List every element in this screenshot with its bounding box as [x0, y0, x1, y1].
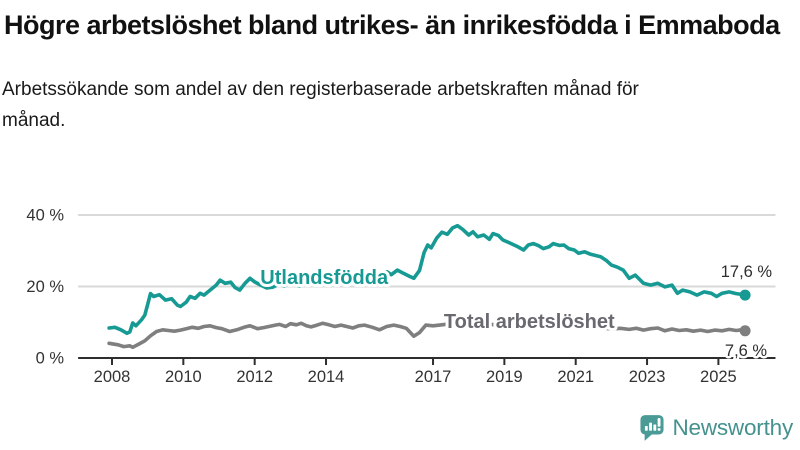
exclamation-dot — [658, 428, 661, 431]
x-tick-label: 2010 — [165, 368, 202, 386]
x-tick-label: 2008 — [94, 368, 131, 386]
bar-chart-glyph — [645, 418, 661, 431]
series-label-total-arbetsloshet: Total arbetslöshet — [444, 311, 615, 333]
exclamation-stem — [658, 418, 661, 427]
x-tick-label: 2019 — [486, 368, 523, 386]
y-tick-label: 0 % — [36, 350, 65, 368]
x-tick-label: 2012 — [236, 368, 273, 386]
newsworthy-logo[interactable]: Newsworthy — [640, 414, 793, 442]
page-subtitle: Arbetssökande som andel av den registerb… — [2, 79, 639, 131]
x-tick-label: 2021 — [557, 368, 594, 386]
series-line-total-arbetsloshet — [107, 320, 747, 350]
newsworthy-icon — [640, 415, 665, 441]
x-tick-label: 2014 — [308, 368, 345, 386]
end-value-label-total-arbetsloshet: 7,6 % — [725, 342, 768, 360]
y-tick-label: 20 % — [26, 278, 64, 296]
series-label-utlandsfodda: Utlandsfödda — [260, 267, 389, 289]
series-line-utlandsfodda — [107, 223, 747, 336]
x-tick-label: 2017 — [415, 368, 452, 386]
end-value-label-utlandsfodda: 17,6 % — [721, 263, 773, 281]
series-end-dot-total-arbetsloshet — [739, 325, 751, 337]
x-tick-label: 2023 — [629, 368, 666, 386]
y-tick-label: 40 % — [26, 207, 64, 225]
page-title: Högre arbetslöshet bland utrikes- än inr… — [4, 10, 780, 40]
series-end-dot-utlandsfodda — [739, 289, 751, 301]
x-tick-label: 2025 — [700, 368, 737, 386]
newsworthy-wordmark: Newsworthy — [672, 415, 793, 440]
